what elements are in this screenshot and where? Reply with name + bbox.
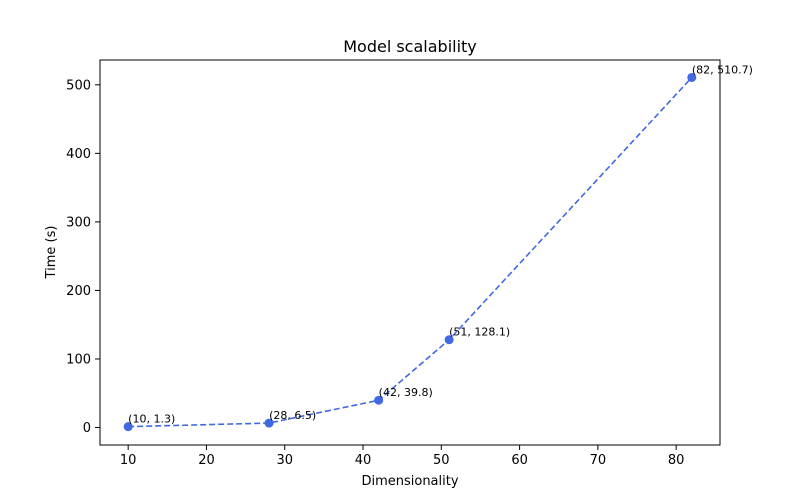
y-tick-label: 300 bbox=[66, 215, 91, 230]
data-point-label: (42, 39.8) bbox=[379, 386, 433, 399]
data-point-label: (82, 510.7) bbox=[692, 63, 753, 76]
x-tick-label: 70 bbox=[590, 453, 607, 468]
y-tick-label: 500 bbox=[66, 78, 91, 93]
x-tick-label: 20 bbox=[198, 453, 215, 468]
y-tick-label: 0 bbox=[83, 421, 91, 436]
y-axis-label: Time (s) bbox=[44, 226, 59, 280]
x-tick-label: 60 bbox=[511, 453, 528, 468]
y-tick-label: 100 bbox=[66, 352, 91, 367]
series-line bbox=[128, 76, 693, 428]
data-point bbox=[687, 72, 697, 82]
data-point-label: (10, 1.3) bbox=[128, 413, 175, 426]
x-tick-label: 50 bbox=[433, 453, 450, 468]
data-point bbox=[123, 422, 133, 432]
data-point bbox=[264, 418, 274, 428]
chart-title: Model scalability bbox=[343, 37, 477, 56]
x-tick-label: 30 bbox=[276, 453, 293, 468]
data-point bbox=[374, 395, 384, 405]
x-tick-label: 40 bbox=[355, 453, 372, 468]
plot-frame bbox=[99, 59, 721, 446]
x-axis-label: Dimensionality bbox=[361, 474, 458, 489]
x-tick-label: 10 bbox=[120, 453, 137, 468]
data-point-label: (28, 6.5) bbox=[269, 409, 316, 422]
x-tick-label: 80 bbox=[668, 453, 685, 468]
data-point bbox=[444, 335, 454, 345]
y-tick-label: 400 bbox=[66, 147, 91, 162]
y-tick-label: 200 bbox=[66, 284, 91, 299]
data-point-label: (51, 128.1) bbox=[449, 326, 510, 339]
